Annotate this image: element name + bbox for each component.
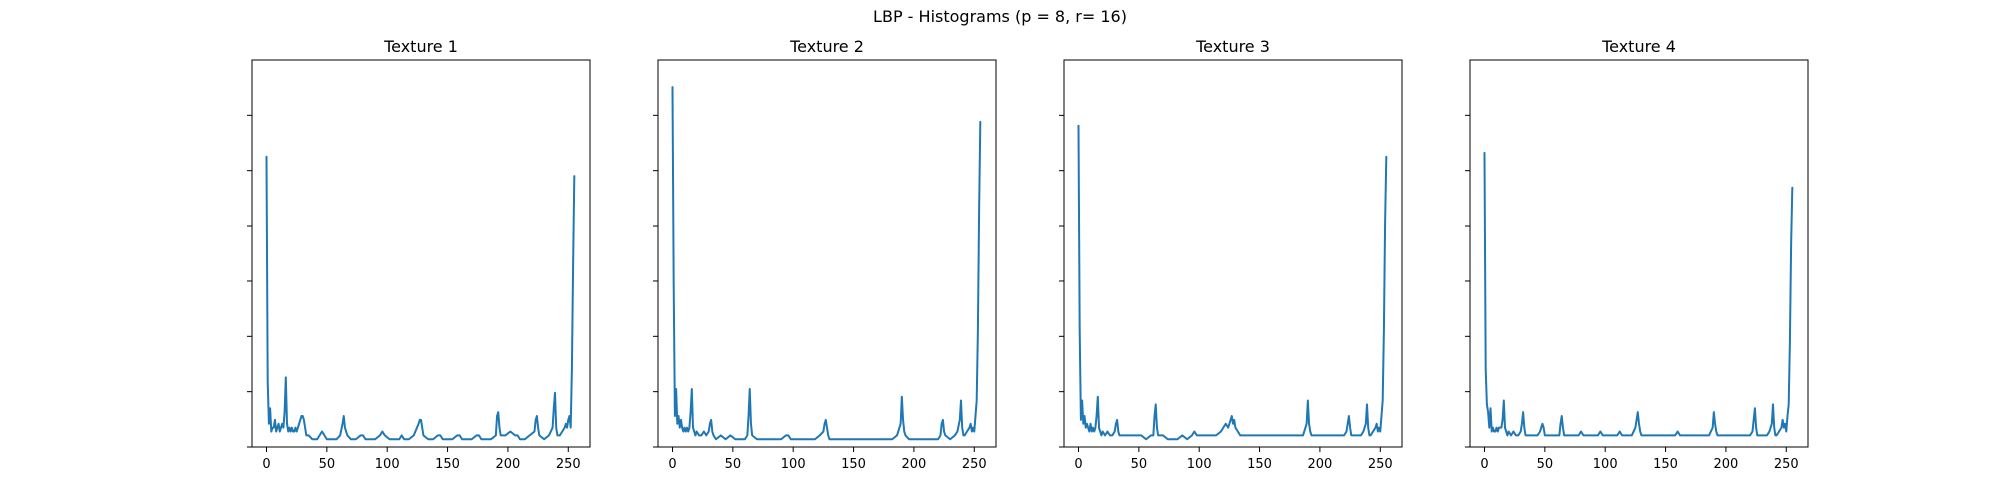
histogram-line <box>1483 151 1794 437</box>
x-tick-label: 100 <box>1593 457 1618 472</box>
x-tick-label: 50 <box>319 457 336 472</box>
x-tick-label: 0 <box>668 457 676 472</box>
histogram-line <box>265 155 576 441</box>
panel-texture-3: Texture 3 0 50 100 150 200 250 <box>1059 37 1403 472</box>
plot-frame <box>251 59 591 448</box>
panel-texture-4: Texture 4 0 50 100 150 200 250 <box>1465 37 1809 472</box>
x-tick-label: 0 <box>1480 457 1488 472</box>
x-tick-label: 250 <box>1774 457 1799 472</box>
plot-frame <box>1063 59 1403 448</box>
histogram-line <box>1077 124 1388 441</box>
panel-title: Texture 4 <box>1601 37 1676 56</box>
histogram-line <box>671 86 982 441</box>
x-tick-label: 250 <box>556 457 581 472</box>
x-tick-label: 200 <box>1714 457 1739 472</box>
panels-group: Texture 1 0 50 100 150 200 250 Texture 2 0 50 100 1… <box>247 37 1809 472</box>
x-tick-label: 100 <box>781 457 806 472</box>
x-tick-label: 100 <box>1187 457 1212 472</box>
plot-frame <box>1469 59 1809 448</box>
x-tick-label: 250 <box>962 457 987 472</box>
x-tick-label: 150 <box>1247 457 1272 472</box>
x-tick-label: 100 <box>375 457 400 472</box>
panel-title: Texture 3 <box>1195 37 1270 56</box>
x-tick-label: 0 <box>262 457 270 472</box>
panel-title: Texture 1 <box>383 37 458 56</box>
x-tick-label: 150 <box>841 457 866 472</box>
x-tick-label: 200 <box>496 457 521 472</box>
x-tick-label: 50 <box>1537 457 1554 472</box>
plot-frame <box>657 59 997 448</box>
x-tick-label: 200 <box>902 457 927 472</box>
x-tick-label: 250 <box>1368 457 1393 472</box>
x-tick-label: 50 <box>725 457 742 472</box>
x-tick-label: 0 <box>1074 457 1082 472</box>
panel-title: Texture 2 <box>789 37 864 56</box>
x-tick-label: 150 <box>435 457 460 472</box>
x-tick-label: 200 <box>1308 457 1333 472</box>
panel-texture-2: Texture 2 0 50 100 150 200 250 <box>653 37 997 472</box>
figure-suptitle: LBP - Histograms (p = 8, r= 16) <box>873 7 1127 26</box>
panel-texture-1: Texture 1 0 50 100 150 200 250 <box>247 37 591 472</box>
x-tick-label: 150 <box>1653 457 1678 472</box>
x-tick-label: 50 <box>1131 457 1148 472</box>
